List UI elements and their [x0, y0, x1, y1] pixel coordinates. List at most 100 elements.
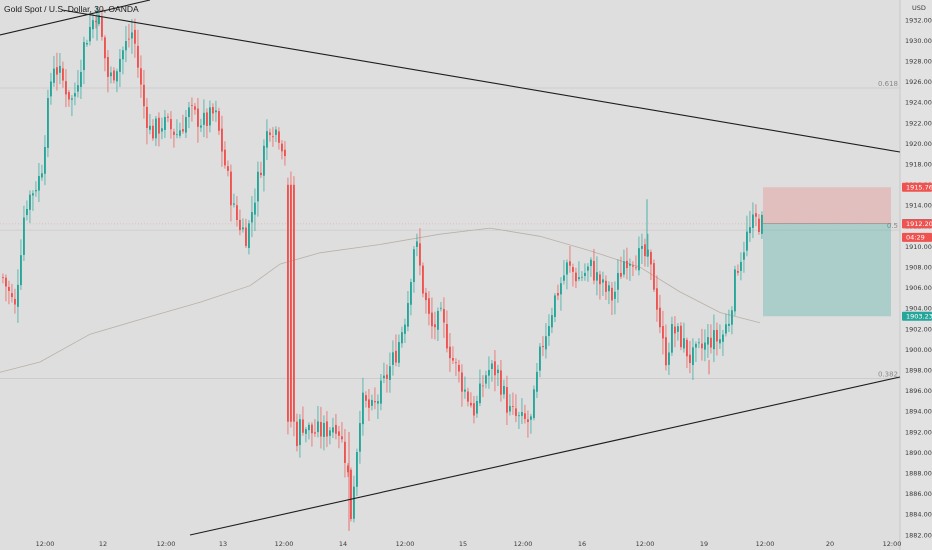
candle-body: [113, 70, 115, 81]
candle-body: [425, 292, 427, 301]
candle-body: [608, 285, 610, 292]
candle-body: [473, 403, 475, 416]
candle-body: [11, 293, 13, 298]
candle-body: [239, 219, 241, 231]
y-tick-label: 1904.000: [905, 305, 932, 313]
short-position-tool[interactable]: [0, 187, 900, 317]
candle-body: [272, 136, 274, 138]
candle-body: [335, 424, 337, 434]
candle-body: [329, 430, 331, 436]
candle-body: [653, 263, 655, 290]
candle-body: [152, 125, 154, 139]
price-axis-background: [900, 0, 932, 550]
x-tick-label: 19: [700, 540, 708, 548]
candle-body: [671, 324, 673, 353]
candle-body: [707, 337, 709, 345]
candle-body: [503, 386, 505, 395]
candle-body: [242, 227, 244, 230]
plot-background: [0, 0, 900, 550]
candle-body: [191, 105, 193, 106]
candle-body: [731, 310, 733, 325]
candle-body: [560, 283, 562, 295]
x-tick-label: 14: [339, 540, 347, 548]
candle-body: [620, 272, 622, 277]
candle-body: [593, 260, 595, 281]
candle-body: [665, 337, 667, 366]
candle-body: [143, 84, 145, 107]
candle-body: [617, 272, 619, 290]
candle-body: [215, 110, 217, 113]
candle-body: [98, 15, 100, 25]
candle-body: [341, 436, 343, 440]
candle-body: [647, 249, 649, 257]
candle-body: [305, 429, 307, 434]
candles: [2, 6, 763, 531]
candle-body: [551, 315, 553, 328]
candle-body: [56, 67, 58, 75]
candle-body: [221, 128, 223, 152]
candle-body: [317, 421, 319, 433]
trendlines[interactable]: [0, 0, 901, 536]
candle-body: [362, 392, 364, 425]
candle-body: [458, 364, 460, 372]
y-tick-label: 1888.000: [905, 470, 932, 478]
candle-body: [266, 131, 268, 148]
candle-body: [755, 213, 757, 217]
candle-body: [158, 117, 160, 134]
candle-body: [401, 332, 403, 344]
candle-body: [497, 369, 499, 374]
x-tick-label: 20: [826, 540, 834, 548]
candle-body: [314, 432, 316, 434]
candle-body: [461, 372, 463, 392]
lower-trendline: [189, 376, 901, 536]
time-axis[interactable]: 12:00 12 12:00 13 12:00 14 12:00 15 12:00 16 12:00…: [36, 540, 902, 548]
candle-body: [35, 190, 37, 192]
candle-body: [467, 391, 469, 402]
candle-body: [86, 42, 88, 45]
candle-body: [338, 431, 340, 436]
candle-body: [590, 259, 592, 267]
y-tick-label: 1886.000: [905, 490, 932, 498]
candle-body: [668, 352, 670, 365]
candle-body: [164, 116, 166, 130]
candle-body: [41, 173, 43, 178]
y-tick-label: 1890.000: [905, 449, 932, 457]
candle-body: [434, 324, 436, 328]
y-tick-label: 1914.000: [905, 202, 932, 210]
candle-body: [176, 134, 178, 136]
candle-body: [410, 282, 412, 305]
price-tag-label: 1903.237: [906, 313, 932, 321]
candle-body: [374, 400, 376, 403]
fib-label: 0.382: [878, 370, 898, 378]
candle-body: [275, 129, 277, 135]
candle-body: [380, 380, 382, 404]
candle-body: [260, 172, 262, 176]
candle-body: [437, 310, 439, 330]
price-tag-bg: [902, 182, 932, 192]
candle-body: [119, 58, 121, 72]
candle-body: [698, 342, 700, 344]
candle-body: [296, 421, 298, 447]
candle-body: [194, 106, 196, 110]
y-tick-label: 1882.000: [905, 531, 932, 539]
upper-left-trendline: [0, 0, 151, 36]
candle-body: [740, 261, 742, 271]
candle-body: [536, 371, 538, 392]
y-tick-label: 1918.000: [905, 161, 932, 169]
candle-body: [77, 85, 79, 92]
candle-body: [500, 370, 502, 395]
candle-body: [263, 145, 265, 176]
candle-body: [161, 128, 163, 132]
candle-body: [323, 422, 325, 437]
candle-body: [662, 326, 664, 339]
candle-body: [359, 423, 361, 452]
candle-body: [32, 193, 34, 196]
candle-body: [713, 330, 715, 350]
candle-body: [644, 244, 646, 257]
candle-body: [368, 399, 370, 408]
x-tick-label: 12:00: [36, 540, 55, 548]
candle-body: [416, 241, 418, 247]
candle-body: [611, 287, 613, 301]
candle-body: [149, 125, 151, 130]
